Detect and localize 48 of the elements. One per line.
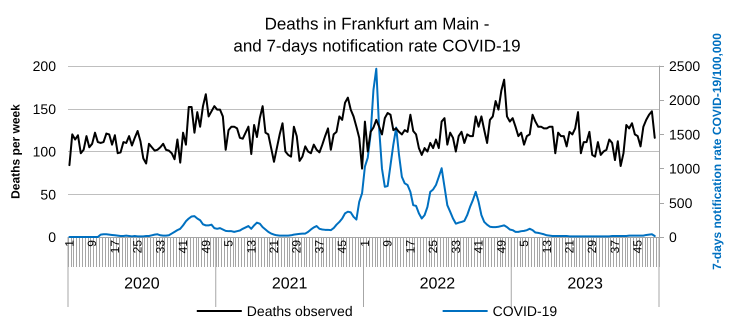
text: 2020 [124, 276, 160, 292]
y2-tick-label: 2000 [669, 92, 700, 108]
x-tick-label: 29 [290, 240, 304, 254]
y2-tick-label: 1500 [669, 126, 700, 142]
x-tick-label: 13 [244, 240, 258, 254]
x-tick-label: 49 [198, 240, 213, 254]
y-tick-label: 0 [48, 229, 56, 245]
x-tick-label: 1 [358, 240, 372, 247]
x-tick-label: 37 [312, 240, 326, 254]
x-tick-label: 45 [335, 240, 350, 254]
y2-tick-label: 500 [669, 194, 693, 211]
text: 2021 [272, 276, 308, 292]
y2-tick-label: 1000 [669, 160, 700, 177]
y-axis-title: Deaths per week [8, 104, 23, 199]
x-tick-label: 17 [403, 240, 418, 254]
x-tick-label: 9 [85, 240, 100, 247]
x-tick-label: 21 [562, 240, 576, 254]
x-tick-label: 45 [630, 240, 645, 254]
y-tick-label: 200 [32, 58, 56, 74]
line-series [68, 68, 656, 238]
chart-title: Deaths in Frankfurt am Main - and 7-days notification rate COVID-19 [233, 14, 521, 56]
x-tick-label: 5 [517, 240, 532, 247]
y2-axis-title: 7-days notification rate COVID-19/100,000 [710, 32, 724, 270]
legend-label: COVID-19 [492, 303, 558, 319]
y2-tick-label: 2500 [669, 58, 700, 74]
y-tick-label: 100 [32, 144, 56, 160]
y-tick-label: 150 [32, 100, 56, 117]
x-tick-label: 17 [108, 240, 122, 254]
legend-label: Deaths observed [246, 303, 353, 319]
y-tick-label: 50 [40, 186, 56, 202]
x-tick-label: 25 [130, 240, 145, 254]
x-tick-label: 41 [176, 240, 190, 254]
text: 2022 [420, 276, 456, 292]
x-tick-label: 13 [540, 240, 554, 254]
line-series [68, 78, 656, 170]
x-tick-label: 37 [608, 240, 622, 254]
x-tick-label: 33 [153, 240, 168, 254]
x-tick-label: 29 [585, 240, 600, 254]
x-tick-label: 21 [267, 240, 281, 254]
y2-tick-label: 0 [669, 229, 677, 245]
x-tick-label: 25 [426, 240, 440, 254]
x-tick-label: 33 [448, 240, 463, 254]
text: 2023 [567, 276, 604, 292]
x-tick-label: 5 [222, 240, 236, 247]
x-tick-label: 41 [472, 240, 486, 254]
x-tick-label: 49 [494, 240, 508, 254]
x-tick-label: 1 [62, 240, 76, 247]
x-tick-label: 9 [380, 240, 395, 247]
